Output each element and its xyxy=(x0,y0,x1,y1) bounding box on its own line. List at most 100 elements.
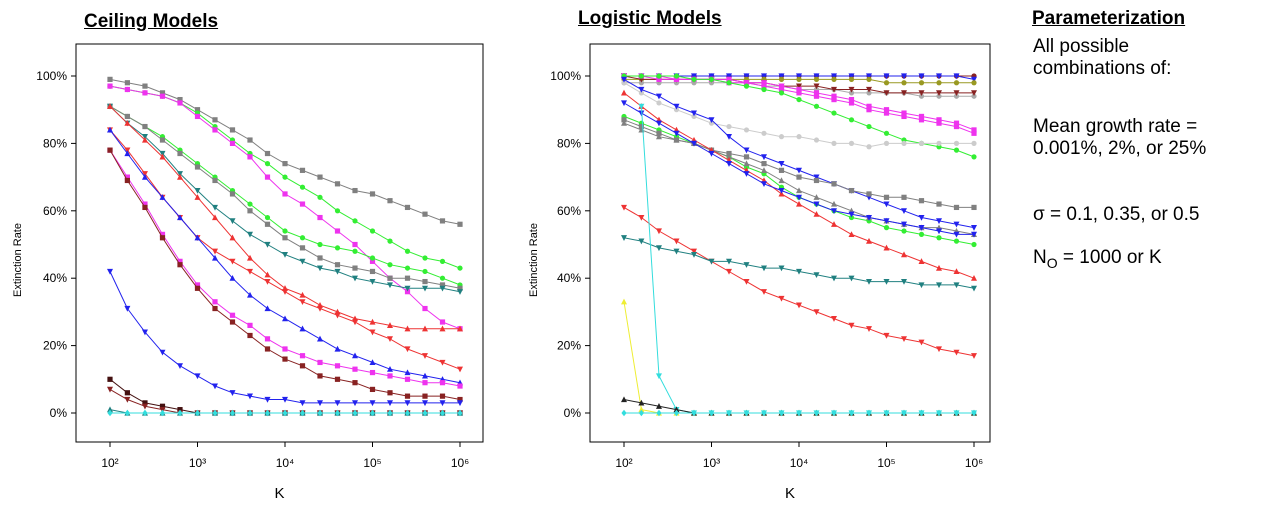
data-point xyxy=(194,107,201,113)
data-point xyxy=(264,241,271,248)
data-point xyxy=(673,248,680,255)
data-point xyxy=(107,376,113,382)
data-point xyxy=(404,325,411,332)
data-point xyxy=(796,134,802,140)
data-point xyxy=(813,210,820,217)
data-point xyxy=(813,83,820,90)
data-point xyxy=(404,409,411,417)
y-tick-label: 20% xyxy=(557,339,581,353)
data-point xyxy=(299,201,306,207)
data-point xyxy=(369,329,376,336)
data-point xyxy=(726,123,732,130)
data-point xyxy=(918,80,925,86)
series-1 xyxy=(621,73,977,83)
data-point xyxy=(299,353,306,359)
data-point xyxy=(264,278,271,285)
data-point xyxy=(831,200,838,207)
data-point xyxy=(621,204,627,211)
data-point xyxy=(124,305,131,312)
data-point xyxy=(439,319,446,325)
data-point xyxy=(953,93,960,99)
data-point xyxy=(352,248,358,254)
data-point xyxy=(918,282,925,289)
data-point xyxy=(936,282,942,289)
data-point xyxy=(159,231,166,237)
data-point xyxy=(317,359,323,366)
data-point xyxy=(352,409,358,417)
data-point xyxy=(386,336,393,343)
data-point xyxy=(439,282,446,288)
data-point xyxy=(299,184,306,190)
data-point xyxy=(796,90,802,96)
data-point xyxy=(971,275,977,281)
data-point xyxy=(107,83,113,89)
data-point xyxy=(883,110,890,116)
data-point xyxy=(831,110,837,116)
series-4 xyxy=(107,103,463,291)
data-point xyxy=(726,161,733,167)
data-point xyxy=(621,117,627,123)
data-point xyxy=(866,86,873,93)
data-point xyxy=(673,76,680,82)
data-point xyxy=(352,400,359,407)
data-point xyxy=(848,214,855,221)
data-point xyxy=(743,160,750,167)
data-point xyxy=(673,130,680,137)
data-point xyxy=(212,117,218,123)
data-point xyxy=(883,332,890,339)
data-point xyxy=(656,73,662,79)
data-point xyxy=(282,289,288,295)
data-point xyxy=(369,369,376,376)
data-point xyxy=(900,90,907,97)
data-point xyxy=(796,83,802,90)
data-point xyxy=(761,80,767,86)
data-point xyxy=(971,353,977,359)
data-point xyxy=(778,295,785,302)
data-point xyxy=(422,380,428,386)
data-point xyxy=(691,252,698,258)
data-point xyxy=(918,117,925,123)
data-point xyxy=(760,181,767,188)
data-point xyxy=(317,409,323,417)
data-point xyxy=(369,268,376,275)
data-point xyxy=(457,400,463,407)
x-tick-label: 10⁴ xyxy=(790,456,809,470)
data-point xyxy=(212,204,219,211)
data-point xyxy=(900,336,907,343)
data-point xyxy=(866,76,872,82)
data-point xyxy=(691,110,698,117)
data-point xyxy=(422,409,428,417)
series-6 xyxy=(107,103,463,332)
data-point xyxy=(971,225,977,231)
data-point xyxy=(369,400,376,407)
data-point xyxy=(918,339,925,346)
data-point xyxy=(760,154,767,161)
data-point xyxy=(212,409,218,417)
data-point xyxy=(813,103,820,109)
data-point xyxy=(848,231,855,237)
data-point xyxy=(107,126,113,133)
data-point xyxy=(918,93,925,99)
data-point xyxy=(918,73,925,80)
data-point xyxy=(936,93,942,99)
data-point xyxy=(334,376,341,382)
data-point xyxy=(369,258,376,264)
data-point xyxy=(457,221,463,227)
data-point xyxy=(936,90,942,97)
data-point xyxy=(352,352,359,359)
data-point xyxy=(387,275,393,281)
data-point xyxy=(813,76,820,82)
series-10 xyxy=(107,147,463,403)
plot-frame xyxy=(75,43,484,443)
data-point xyxy=(708,76,715,82)
data-point xyxy=(124,113,130,120)
series-line xyxy=(109,149,461,400)
data-point xyxy=(726,150,732,157)
series-1 xyxy=(107,83,463,271)
data-point xyxy=(971,285,977,292)
data-point xyxy=(264,336,271,342)
data-point xyxy=(708,73,715,80)
data-point xyxy=(124,390,130,396)
data-point xyxy=(159,235,166,241)
data-point xyxy=(439,400,446,407)
